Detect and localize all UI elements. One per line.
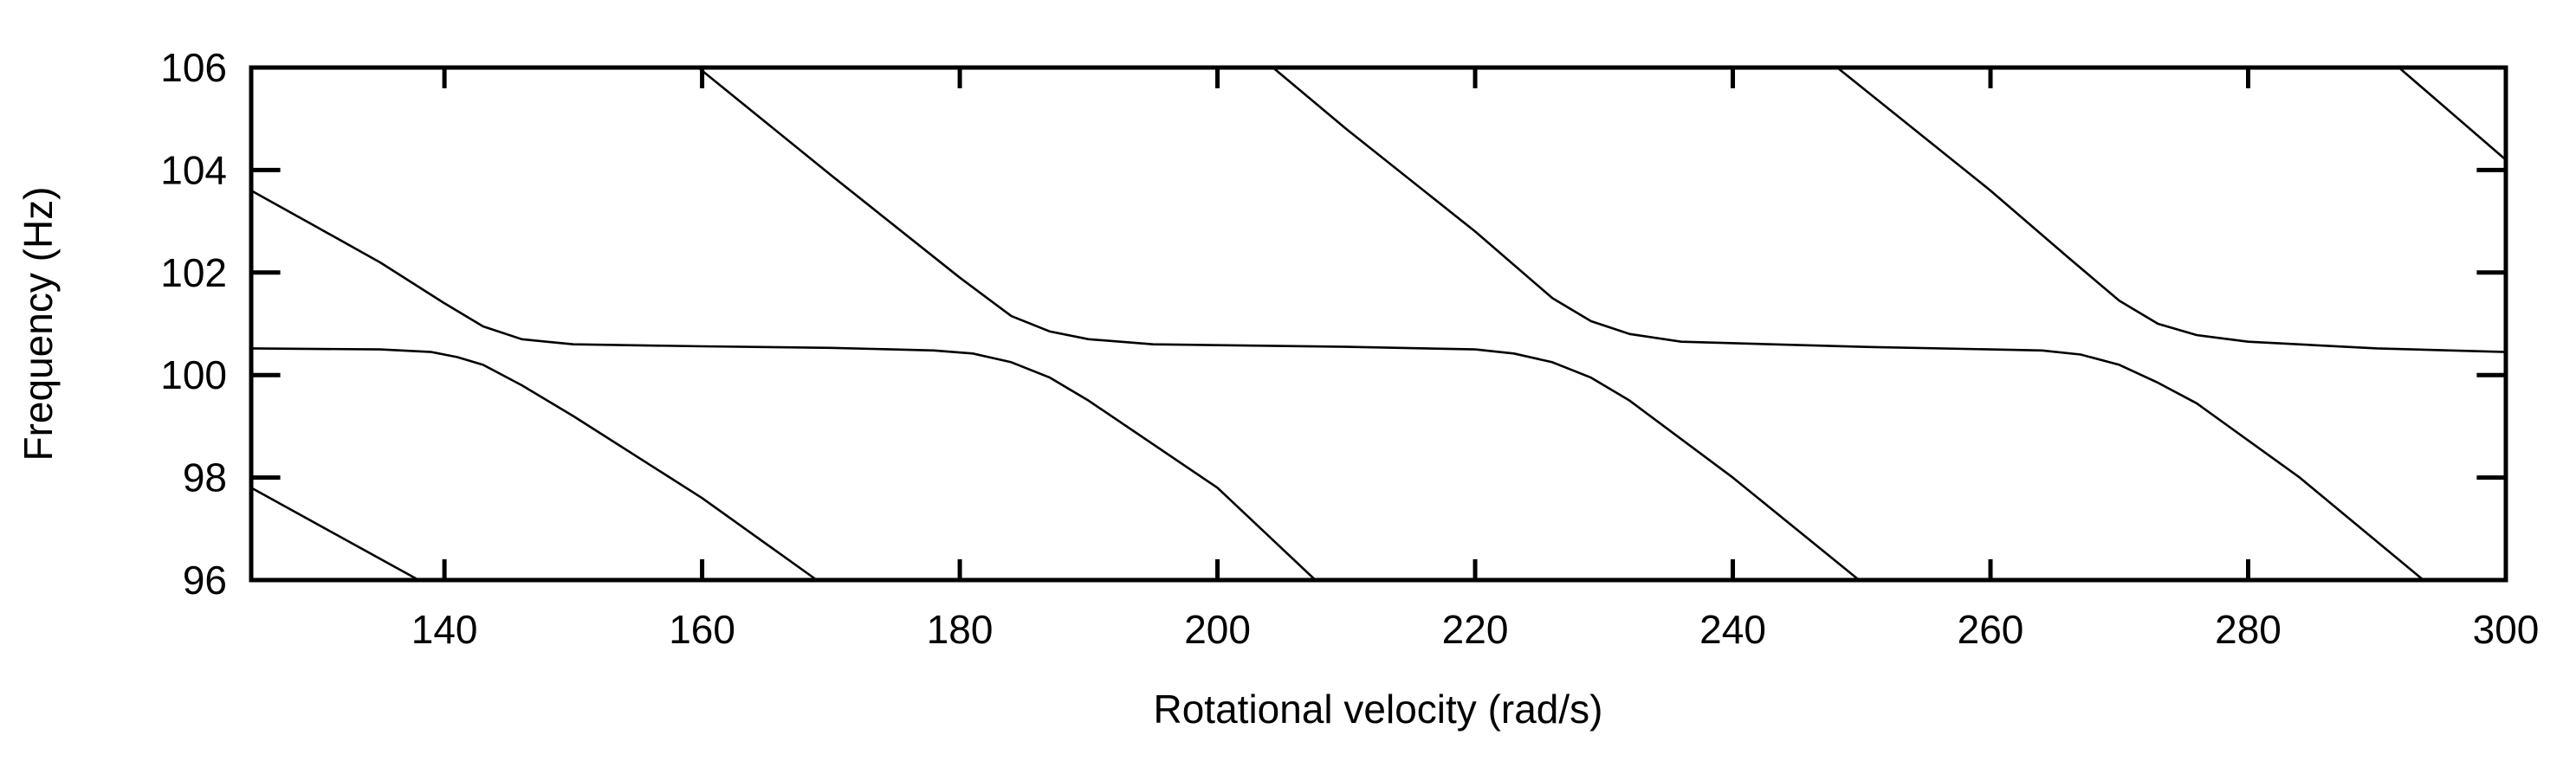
series-branch-5 (1272, 67, 2424, 582)
series-branch-4 (697, 66, 1861, 582)
x-tick-label: 220 (1442, 607, 1509, 652)
y-tick-label: 100 (160, 352, 227, 397)
series-branch-3 (250, 189, 1317, 581)
x-tick-label: 160 (669, 607, 735, 652)
y-tick-label: 96 (183, 558, 227, 603)
series-branch-6 (1836, 66, 2507, 353)
y-tick-label: 104 (160, 147, 227, 192)
x-tick-label: 180 (927, 607, 994, 652)
x-tick-label: 240 (1699, 607, 1766, 652)
x-tick-label: 140 (411, 607, 478, 652)
series-branch-2 (250, 347, 818, 582)
y-tick-label: 102 (160, 250, 227, 295)
x-tick-label: 200 (1184, 607, 1251, 652)
y-axis-label: Frequency (Hz) (16, 187, 61, 461)
y-tick-label: 106 (160, 45, 227, 90)
curves (250, 66, 2507, 582)
x-tick-label: 260 (1958, 607, 2024, 652)
x-tick-label: 300 (2473, 607, 2540, 652)
x-axis-label: Rotational velocity (rad/s) (1154, 687, 1603, 732)
y-tick-label: 98 (183, 455, 227, 500)
ticks: 140 160 180 200 220 240 260 280 300 96 98 100 102 104… (160, 45, 2539, 652)
x-tick-label: 280 (2215, 607, 2282, 652)
series-branch-7 (2398, 67, 2507, 161)
plot-frame (249, 65, 2508, 583)
series-branch-1 (250, 487, 420, 582)
